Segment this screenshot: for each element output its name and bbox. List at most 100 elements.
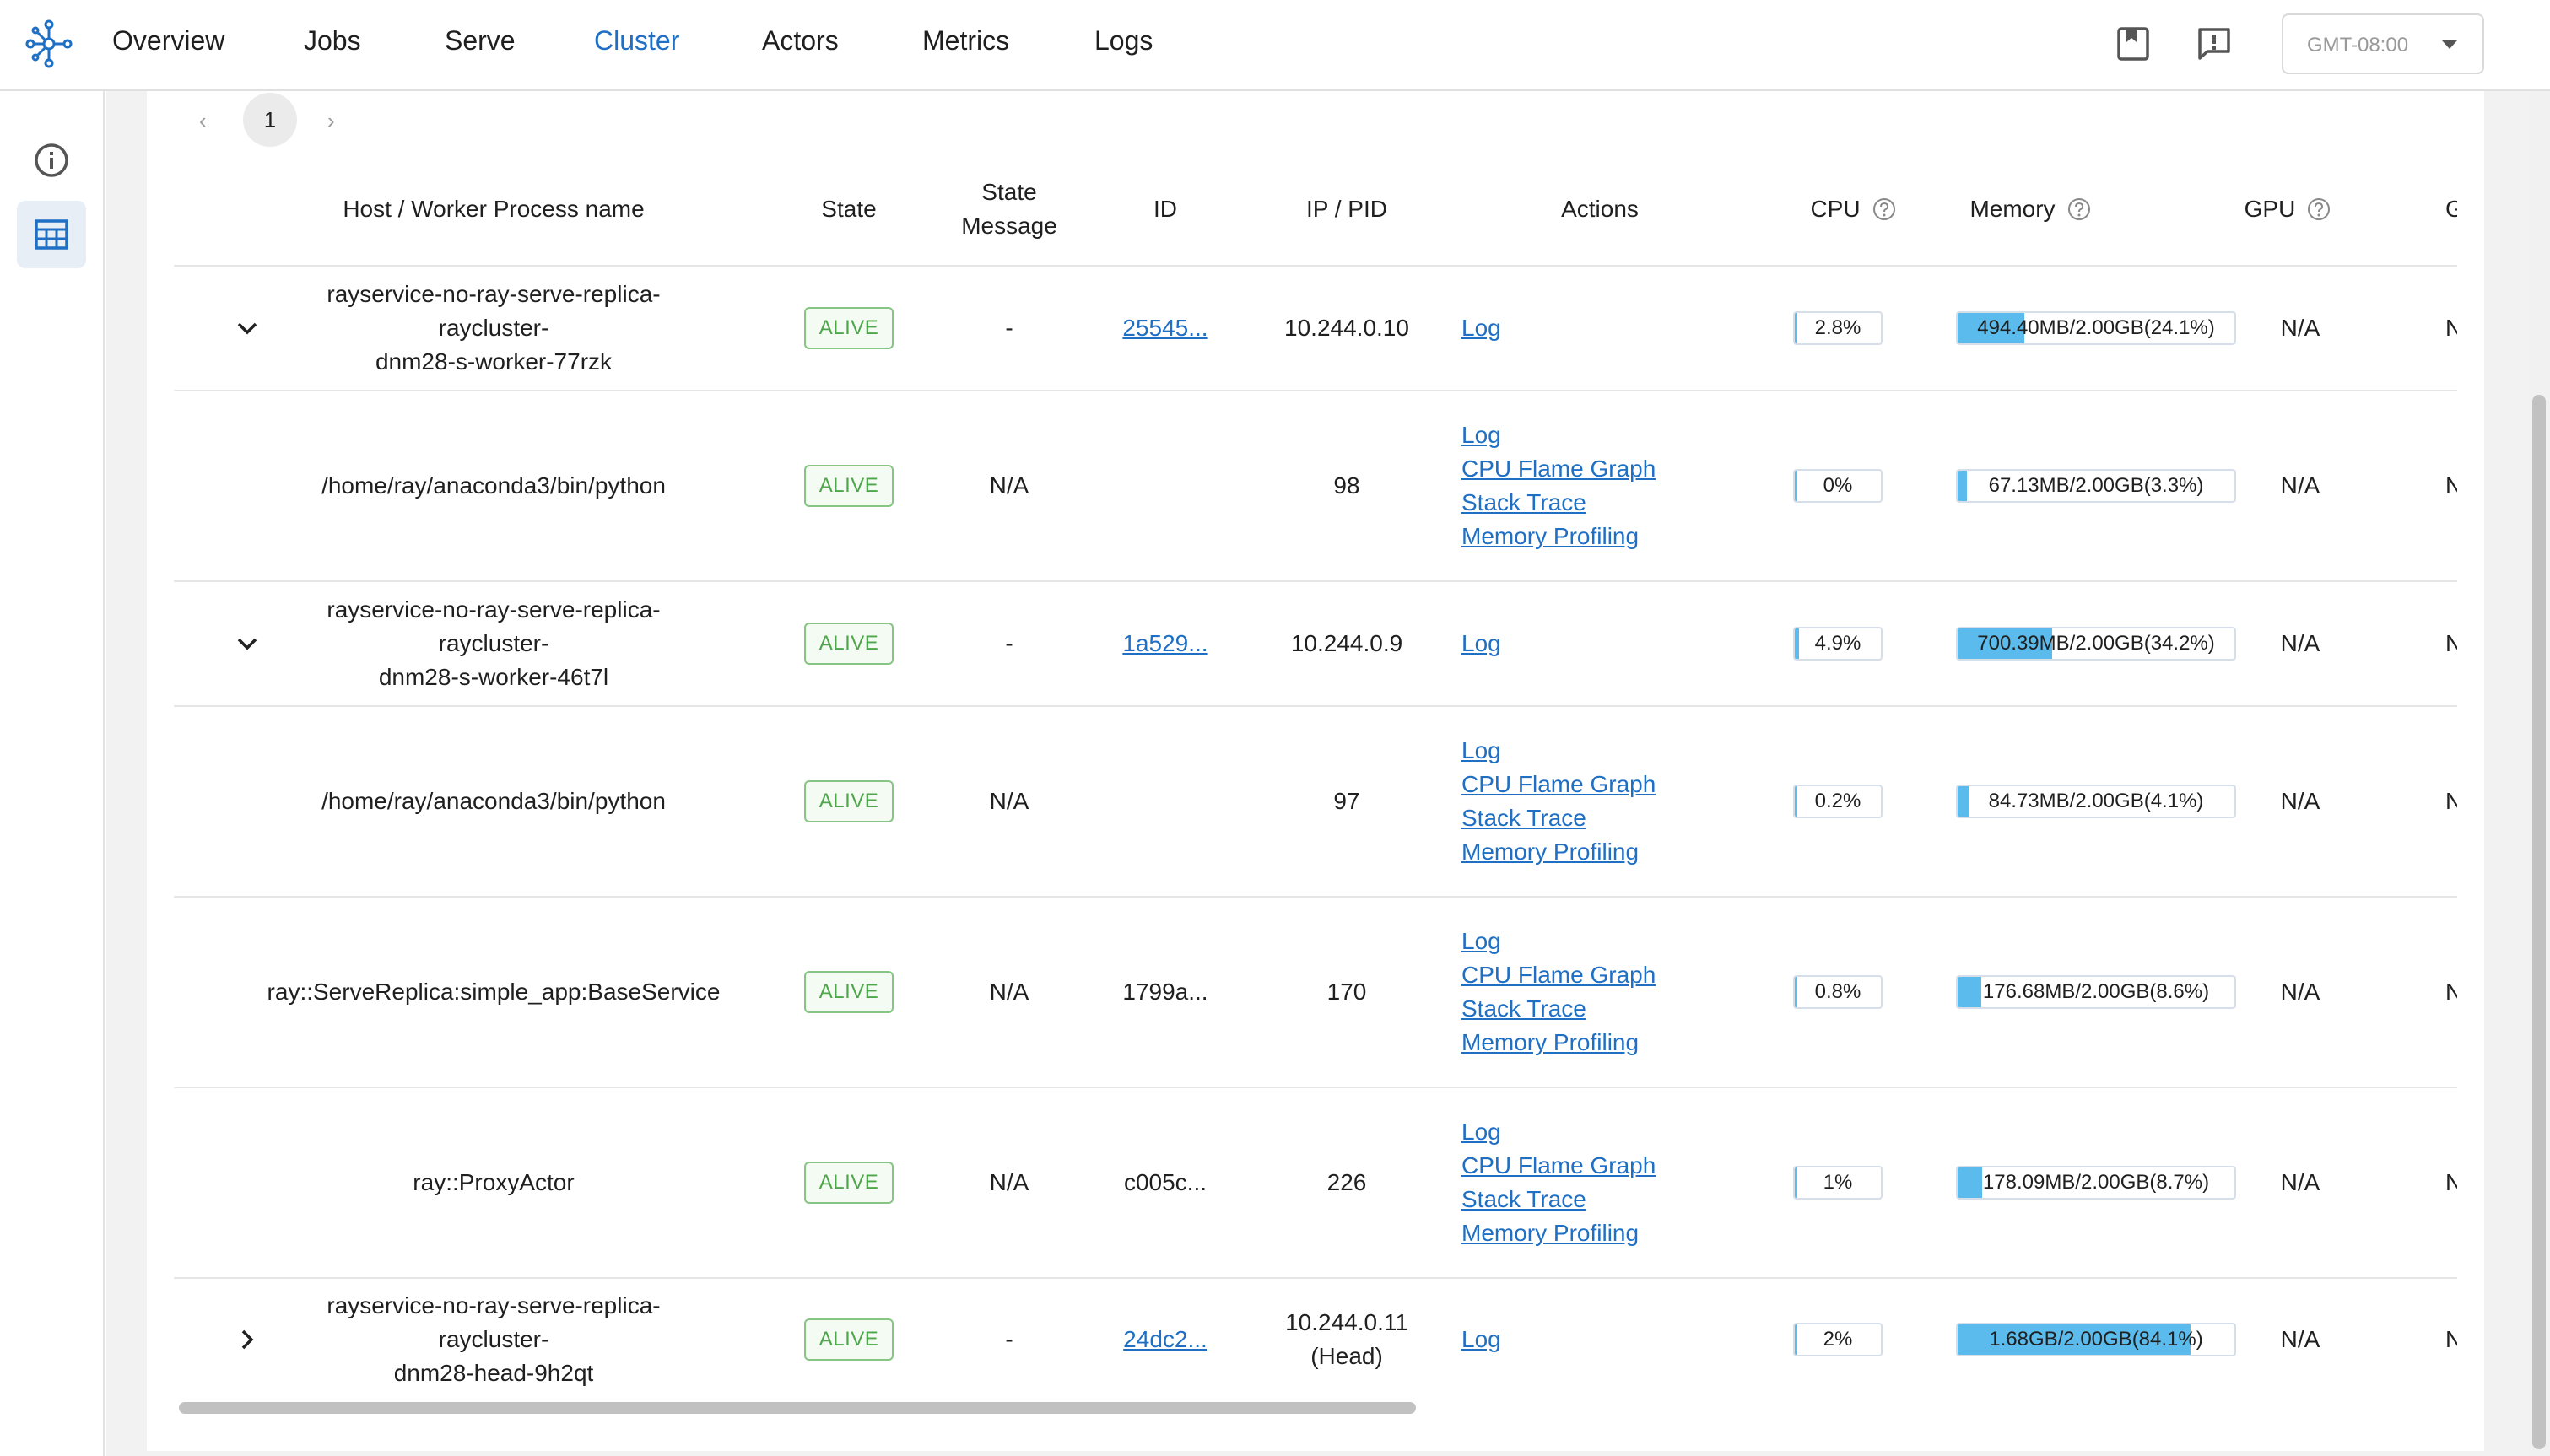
gpu-cell: N/A — [2250, 1279, 2351, 1400]
action-stack-trace-link[interactable]: Stack Trace — [1461, 805, 1586, 831]
state-message-cell: - — [925, 267, 1094, 390]
action-memory-profiling-link[interactable]: Memory Profiling — [1461, 523, 1640, 549]
prev-page-button[interactable]: ‹ — [199, 108, 207, 133]
nav-actors[interactable]: Actors — [762, 25, 839, 56]
id-text: 1799a... — [1122, 979, 1208, 1005]
expander-cell[interactable] — [218, 1279, 277, 1400]
expander-cell[interactable] — [218, 582, 277, 705]
gpu-cell: N/A — [2250, 1088, 2351, 1277]
action-log-link[interactable]: Log — [1461, 1119, 1501, 1145]
cpu-usage-text: 0.2% — [1814, 790, 1861, 812]
action-log-link[interactable]: Log — [1461, 928, 1501, 954]
process-name: /home/ray/anaconda3/bin/python — [321, 785, 666, 818]
cpu-help-icon[interactable] — [1872, 197, 1896, 221]
cpu-usage-bar: 4.9% — [1793, 627, 1883, 661]
expander-cell — [174, 391, 233, 580]
process-name-cell: rayservice-no-ray-serve-replica-rayclust… — [284, 1279, 704, 1400]
process-name-line-1: rayservice-no-ray-serve-replica-rayclust… — [327, 596, 661, 656]
nav-metrics[interactable]: Metrics — [922, 25, 1010, 56]
ip-pid-cell: 10.244.0.9 — [1254, 582, 1440, 705]
next-column-value: N/ — [2445, 788, 2457, 814]
nav-serve[interactable]: Serve — [445, 25, 516, 56]
header-next-column: G — [2445, 196, 2457, 222]
action-memory-profiling-link[interactable]: Memory Profiling — [1461, 1220, 1640, 1246]
action-cpu-flame-graph-link[interactable]: CPU Flame Graph — [1461, 1152, 1656, 1178]
ip-pid-line-1: 10.244.0.9 — [1290, 630, 1403, 656]
status-badge: ALIVE — [803, 307, 894, 349]
ray-logo-icon[interactable] — [24, 19, 74, 69]
action-stack-trace-link[interactable]: Stack Trace — [1461, 489, 1586, 515]
action-memory-profiling-link[interactable]: Memory Profiling — [1461, 839, 1640, 865]
action-stack-trace-link[interactable]: Stack Trace — [1461, 1186, 1586, 1212]
action-cpu-flame-graph-link[interactable]: CPU Flame Graph — [1461, 771, 1656, 797]
action-log-link[interactable]: Log — [1461, 315, 1501, 341]
docs-icon[interactable] — [2115, 25, 2152, 62]
cpu-usage-fill — [1795, 313, 1798, 343]
action-log-link[interactable]: Log — [1461, 422, 1501, 448]
vertical-scrollbar-thumb[interactable] — [2532, 395, 2546, 1449]
process-name-cell: ray::ProxyActor — [284, 1088, 704, 1277]
process-name-line-2: dnm28-s-worker-46t7l — [378, 664, 609, 690]
status-badge: ALIVE — [803, 971, 894, 1013]
horizontal-scrollbar-thumb[interactable] — [179, 1402, 1416, 1414]
action-log-link[interactable]: Log — [1461, 630, 1501, 656]
next-page-button[interactable]: › — [327, 108, 335, 133]
ip-pid-line-1: 10.244.0.11 — [1285, 1309, 1408, 1335]
nav-overview[interactable]: Overview — [112, 25, 225, 56]
sidebar-item-info[interactable] — [17, 127, 86, 194]
nav-jobs[interactable]: Jobs — [304, 25, 361, 56]
action-cpu-flame-graph-link[interactable]: CPU Flame Graph — [1461, 962, 1656, 988]
id-link[interactable]: 24dc2... — [1123, 1326, 1207, 1352]
process-name-cell: rayservice-no-ray-serve-replica-rayclust… — [284, 582, 704, 705]
ip-pid: 10.244.0.10 — [1284, 311, 1409, 345]
cpu-usage-bar: 0% — [1793, 469, 1883, 503]
actions-cell: Log CPU Flame Graph Stack Trace Memory Prof… — [1461, 1088, 1732, 1277]
chevron-down-icon[interactable] — [233, 629, 262, 658]
nav-cluster[interactable]: Cluster — [594, 25, 680, 56]
cpu-usage-text: 1% — [1823, 1171, 1853, 1194]
ip-pid-line-1: 97 — [1333, 788, 1360, 814]
memory-help-icon[interactable] — [2067, 197, 2091, 221]
header-ip-pid: IP / PID — [1306, 196, 1387, 222]
process-name: ray::ServeReplica:simple_app:BaseService — [267, 975, 721, 1009]
process-name: /home/ray/anaconda3/bin/python — [321, 469, 666, 503]
vertical-scrollbar[interactable] — [2528, 91, 2550, 1456]
page-1-button[interactable]: 1 — [243, 93, 297, 147]
memory-usage-fill — [1958, 628, 2053, 659]
state-message: N/A — [989, 1169, 1029, 1195]
chevron-right-icon[interactable] — [233, 1325, 262, 1354]
feedback-icon[interactable] — [2196, 25, 2233, 62]
memory-usage-text: 1.68GB/2.00GB(84.1%) — [1989, 1328, 2203, 1351]
memory-usage-fill — [1958, 471, 1967, 501]
state-message: N/A — [989, 472, 1029, 499]
nav-logs[interactable]: Logs — [1094, 25, 1153, 56]
ip-pid: 226 — [1327, 1166, 1367, 1200]
memory-usage-bar: 178.09MB/2.00GB(8.7%) — [1956, 1166, 2236, 1200]
state-message-cell: N/A — [925, 898, 1094, 1087]
action-stack-trace-link[interactable]: Stack Trace — [1461, 995, 1586, 1022]
gpu-help-icon[interactable] — [2307, 197, 2331, 221]
id-link[interactable]: 1a529... — [1122, 630, 1208, 656]
process-name-line-1: ray::ServeReplica:simple_app:BaseService — [267, 979, 721, 1005]
id-link[interactable]: 25545... — [1122, 315, 1208, 341]
process-name: ray::ProxyActor — [413, 1166, 574, 1200]
state-cell: ALIVE — [764, 267, 933, 390]
cpu-usage-fill — [1795, 1324, 1798, 1355]
next-column-cell: N/ — [2432, 1279, 2457, 1400]
state-message-cell: N/A — [925, 707, 1094, 896]
expander-cell[interactable] — [218, 267, 277, 390]
expander-cell — [174, 898, 233, 1087]
next-column-cell: N/ — [2432, 582, 2457, 705]
action-log-link[interactable]: Log — [1461, 737, 1501, 763]
sidebar-item-table[interactable] — [17, 201, 86, 268]
memory-cell: 176.68MB/2.00GB(8.6%) — [1953, 898, 2239, 1087]
chevron-down-icon[interactable] — [233, 314, 262, 342]
action-memory-profiling-link[interactable]: Memory Profiling — [1461, 1029, 1640, 1055]
horizontal-scrollbar[interactable] — [174, 1399, 2457, 1417]
timezone-select[interactable]: GMT-08:00 — [2282, 13, 2484, 74]
action-log-link[interactable]: Log — [1461, 1326, 1501, 1352]
gpu-value: N/A — [2280, 1169, 2320, 1195]
action-cpu-flame-graph-link[interactable]: CPU Flame Graph — [1461, 456, 1656, 482]
process-name-cell: rayservice-no-ray-serve-replica-rayclust… — [284, 267, 704, 390]
cpu-usage-text: 4.9% — [1814, 632, 1861, 655]
